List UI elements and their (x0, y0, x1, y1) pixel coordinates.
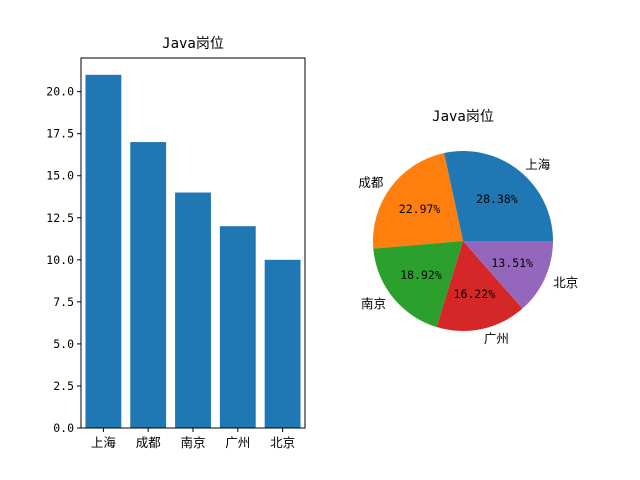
pie-percent-label: 28.38% (476, 192, 518, 206)
bar-2 (175, 192, 211, 428)
pie-series (373, 151, 553, 331)
bar-series (85, 74, 301, 429)
bar-y-tick-label: 5.0 (53, 337, 74, 351)
pie-category-label: 成都 (358, 175, 384, 190)
pie-category-label: 南京 (361, 296, 386, 311)
pie-labels: 28.38% 上海 22.97% 成都 18.92% 南京 16.22% 广州 13.51% 北京 (358, 157, 578, 346)
bar-3 (219, 226, 256, 428)
bar-y-tick-label: 10.0 (46, 253, 74, 267)
pie-slice-3 (436, 241, 523, 331)
bar-y-tick-label: 17.5 (46, 127, 74, 141)
bar-y-tick-label: 0.0 (53, 421, 74, 435)
bar-4 (264, 259, 301, 428)
pie-category-label: 北京 (553, 275, 578, 290)
bar-x-tick-label: 成都 (136, 435, 162, 450)
pie-slice-2 (373, 241, 463, 328)
pie-slice-0 (444, 151, 553, 241)
pie-category-label: 广州 (484, 331, 509, 346)
bar-chart: Java岗位 0.02.55.07.510.012.515.017.520.0 … (46, 36, 306, 450)
bar-x-tick-label: 北京 (270, 435, 295, 450)
bar-x-tick-label: 广州 (225, 435, 250, 450)
pie-category-label: 上海 (525, 157, 551, 172)
pie-percent-label: 22.97% (399, 202, 441, 216)
bar-y-tick-label: 2.5 (53, 379, 74, 393)
pie-percent-label: 18.92% (400, 268, 442, 282)
bar-x-axis: 上海 成都 南京 广州 北京 (91, 428, 295, 450)
pie-chart-title: Java岗位 (432, 109, 494, 125)
bar-y-axis: 0.0 2.5 5.0 7.5 10.0 12.5 15.0 17.5 20.0 (46, 85, 81, 435)
bar-y-tick-label: 20.0 (46, 85, 74, 99)
bar-x-tick-label: 南京 (180, 435, 205, 450)
bar-y-tick-label: 12.5 (46, 211, 74, 225)
pie-percent-label: 13.51% (491, 256, 533, 270)
pie-slice-1 (373, 153, 463, 249)
bar-x-tick-label: 上海 (91, 435, 117, 450)
bar-plot-frame (80, 57, 306, 429)
bar-1 (130, 142, 167, 428)
bar-y-tick-label: 15.0 (46, 169, 74, 183)
bar-0 (85, 74, 122, 429)
pie-chart: Java岗位 28.38% 上海 22.97% 成都 18.92% 南京 16.22% 广州 1… (358, 109, 578, 346)
pie-slice-4 (463, 241, 553, 309)
pie-percent-label: 16.22% (454, 287, 496, 301)
bar-chart-title: Java岗位 (162, 36, 224, 52)
bar-y-tick-label: 7.5 (53, 295, 74, 309)
